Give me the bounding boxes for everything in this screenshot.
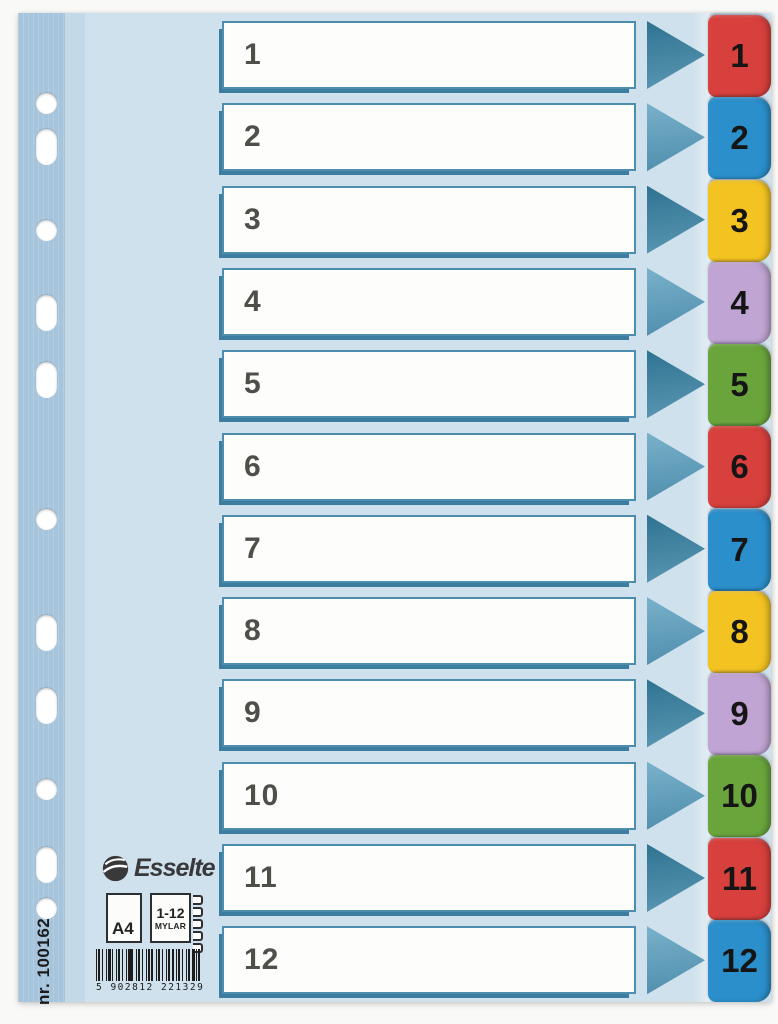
- written-label-box: 1: [222, 21, 636, 89]
- tab-7: 7: [708, 508, 771, 591]
- punch-hole: [36, 688, 57, 724]
- label-number: 6: [244, 449, 262, 483]
- tab-4: 4: [708, 261, 771, 344]
- punch-hole: [36, 847, 57, 883]
- punch-hole: [36, 615, 57, 651]
- label-number: 2: [244, 120, 262, 154]
- tab-number: 1: [730, 37, 749, 74]
- tab-number: 7: [730, 530, 749, 568]
- format-badge: A4: [106, 893, 142, 943]
- punch-hole: [36, 92, 57, 114]
- written-label-box: 2: [222, 103, 636, 172]
- written-label-box: 10: [222, 761, 636, 830]
- written-label-box: 11: [222, 844, 636, 912]
- range-label: 1-12: [156, 905, 185, 921]
- material-label: MYLAR: [154, 921, 187, 931]
- punch-hole: [36, 362, 57, 398]
- written-label-box: 3: [222, 185, 636, 254]
- format-label: A4: [112, 919, 134, 938]
- written-label-box: 6: [222, 432, 636, 501]
- punch-hole: [36, 508, 57, 530]
- brand-name: Esselte: [134, 854, 216, 882]
- punched-edge-inner-strip: [65, 13, 85, 1002]
- tab-number: 5: [730, 366, 749, 403]
- tab-10: 10: [708, 755, 771, 838]
- label-number: 8: [244, 614, 262, 648]
- esselte-logo: Esselte: [102, 854, 216, 883]
- tab-number: 4: [730, 283, 749, 321]
- tab-mark-icon: [193, 919, 203, 929]
- tab-number: 6: [730, 448, 749, 486]
- punch-hole: [36, 219, 57, 241]
- written-label-box: 4: [222, 267, 636, 336]
- label-number: 1: [244, 38, 262, 71]
- item-number-vertical: nr. 100162: [34, 917, 53, 1005]
- label-number: 7: [244, 531, 262, 565]
- label-number: 11: [244, 861, 278, 894]
- barcode-digits: 5 902812 221329: [96, 982, 205, 993]
- written-label-box: 5: [222, 350, 636, 419]
- tab-mark-icon: [193, 907, 203, 917]
- tab-number: 9: [730, 695, 749, 732]
- punch-hole: [36, 897, 57, 919]
- tab-number: 10: [721, 777, 758, 815]
- tab-8: 8: [708, 590, 771, 673]
- tab-2: 2: [708, 97, 771, 180]
- label-number: 12: [244, 943, 280, 977]
- tab-number: 2: [730, 119, 749, 157]
- tab-count-icon: [193, 895, 203, 953]
- label-number: 5: [244, 367, 262, 401]
- written-label-box: 9: [222, 679, 636, 748]
- tab-mark-icon: [193, 931, 203, 941]
- label-number: 10: [244, 778, 280, 812]
- esselte-swoosh-icon: [102, 855, 129, 882]
- punch-hole: [36, 295, 57, 331]
- tab-11: 11: [708, 837, 771, 920]
- tab-12: 12: [708, 919, 771, 1002]
- tab-3: 3: [708, 179, 771, 262]
- range-badge: 1-12 MYLAR: [150, 893, 191, 943]
- tab-9: 9: [708, 673, 771, 755]
- tab-number: 12: [721, 941, 758, 979]
- punch-hole: [36, 129, 57, 165]
- barcode: 5 902812 221329: [96, 949, 205, 993]
- tab-6: 6: [708, 426, 771, 509]
- label-number: 4: [244, 284, 262, 318]
- tab-number: 3: [730, 201, 749, 239]
- tab-1: 1: [708, 15, 771, 97]
- tab-number: 8: [730, 612, 749, 650]
- tab-number: 11: [722, 859, 757, 897]
- tab-5: 5: [708, 344, 771, 426]
- written-label-box: 7: [222, 514, 636, 583]
- divider-sheet: 1 2 3 4 5 6 7 8 9 10 11 12 1 2 3 4 5 6 7 8 9 10 11 12 Esselte …: [18, 13, 771, 1005]
- tab-fold-highlight: [692, 13, 710, 1002]
- tab-mark-icon: [193, 895, 203, 905]
- written-label-box: 8: [222, 597, 636, 666]
- punch-hole: [36, 778, 57, 800]
- label-number: 9: [244, 696, 262, 730]
- label-number: 3: [244, 202, 262, 236]
- barcode-bars-icon: [96, 949, 202, 981]
- punched-edge-strip: [18, 13, 65, 1002]
- written-label-box: 12: [222, 926, 636, 995]
